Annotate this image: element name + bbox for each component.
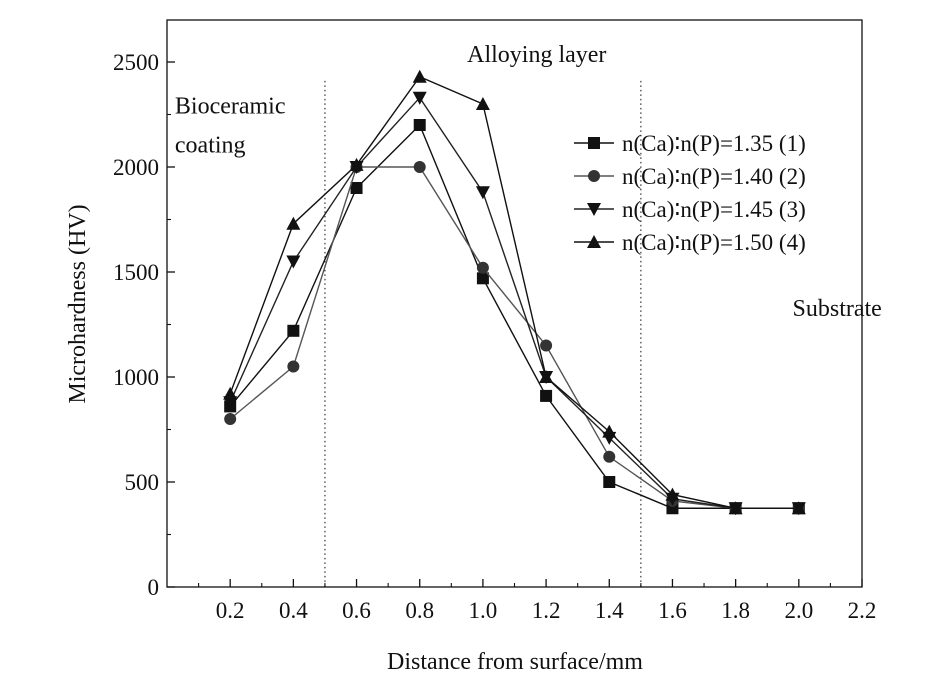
reference-lines	[324, 80, 642, 587]
data-point	[286, 255, 301, 269]
data-point	[540, 339, 553, 352]
y-tick-label: 0	[148, 575, 160, 600]
x-tick-label: 2.2	[848, 598, 877, 623]
series-line	[229, 75, 799, 509]
x-tick-label: 1.0	[469, 598, 498, 623]
data-point	[286, 216, 301, 230]
data-point	[540, 389, 553, 402]
y-tick-label: 1500	[113, 260, 159, 285]
data-point	[603, 476, 616, 488]
data-point	[224, 413, 237, 425]
annotation: Bioceramic	[175, 93, 286, 119]
data-point	[665, 487, 680, 501]
series-line	[229, 123, 799, 509]
data-point	[475, 186, 490, 200]
annotation: Substrate	[793, 296, 882, 322]
y-tick-label: 1000	[113, 365, 159, 390]
x-tick-label: 2.0	[784, 598, 813, 623]
data-point	[349, 157, 364, 171]
data-point	[602, 424, 617, 438]
data-point	[728, 501, 743, 515]
x-tick-label: 0.8	[405, 598, 434, 623]
data-point	[413, 119, 426, 131]
series-layer	[223, 69, 806, 516]
data-point	[223, 386, 238, 400]
data-point	[287, 360, 300, 373]
x-tick-label: 0.6	[342, 598, 371, 623]
y-tick-label: 2000	[113, 155, 159, 180]
x-tick-label: 0.4	[279, 598, 308, 623]
legend-entry: n(Ca)∶n(P)=1.45 (3)	[622, 197, 806, 222]
data-point	[588, 137, 600, 149]
x-axis-label: Distance from surface/mm	[387, 649, 643, 675]
annotation: Alloying layer	[467, 42, 606, 68]
series-line	[229, 166, 799, 509]
data-point	[539, 370, 554, 383]
y-tick-label: 2500	[113, 50, 159, 75]
data-point	[791, 501, 806, 515]
data-point	[412, 91, 427, 105]
data-point	[476, 272, 489, 285]
data-point	[476, 261, 489, 274]
data-point	[475, 97, 490, 110]
legend-entry: n(Ca)∶n(P)=1.50 (4)	[622, 230, 806, 255]
data-point	[587, 203, 601, 216]
data-point	[412, 69, 427, 83]
data-point	[413, 161, 426, 173]
y-tick-label: 500	[125, 470, 160, 495]
annotation: coating	[175, 132, 246, 158]
x-tick-label: 1.4	[595, 598, 624, 623]
annotations: Alloying layer Bioceramic coating Substrate	[175, 42, 882, 322]
legend: n(Ca)∶n(P)=1.35 (1) n(Ca)∶n(P)=1.40 (2) n(…	[574, 131, 806, 255]
x-tick-label: 1.2	[532, 598, 561, 623]
data-point	[603, 450, 616, 463]
x-tick-label: 1.8	[721, 598, 750, 623]
data-point	[588, 170, 600, 182]
legend-entry: n(Ca)∶n(P)=1.35 (1)	[622, 131, 806, 156]
x-tick-label: 1.6	[658, 598, 687, 623]
series-line	[229, 96, 799, 509]
series-2	[224, 161, 805, 515]
y-axis-label: Microhardness (HV)	[65, 204, 91, 403]
legend-entry: n(Ca)∶n(P)=1.40 (2)	[622, 164, 806, 189]
series-4	[223, 69, 806, 515]
x-tick-label: 0.2	[216, 598, 245, 623]
data-point	[287, 324, 300, 337]
axes: 0.2 0.4 0.6 0.8 1.0 1.2 1.4 1.6 1.8 2.0 2.2 0 500 100…	[113, 50, 876, 623]
data-point	[350, 182, 363, 194]
data-point	[587, 235, 601, 248]
